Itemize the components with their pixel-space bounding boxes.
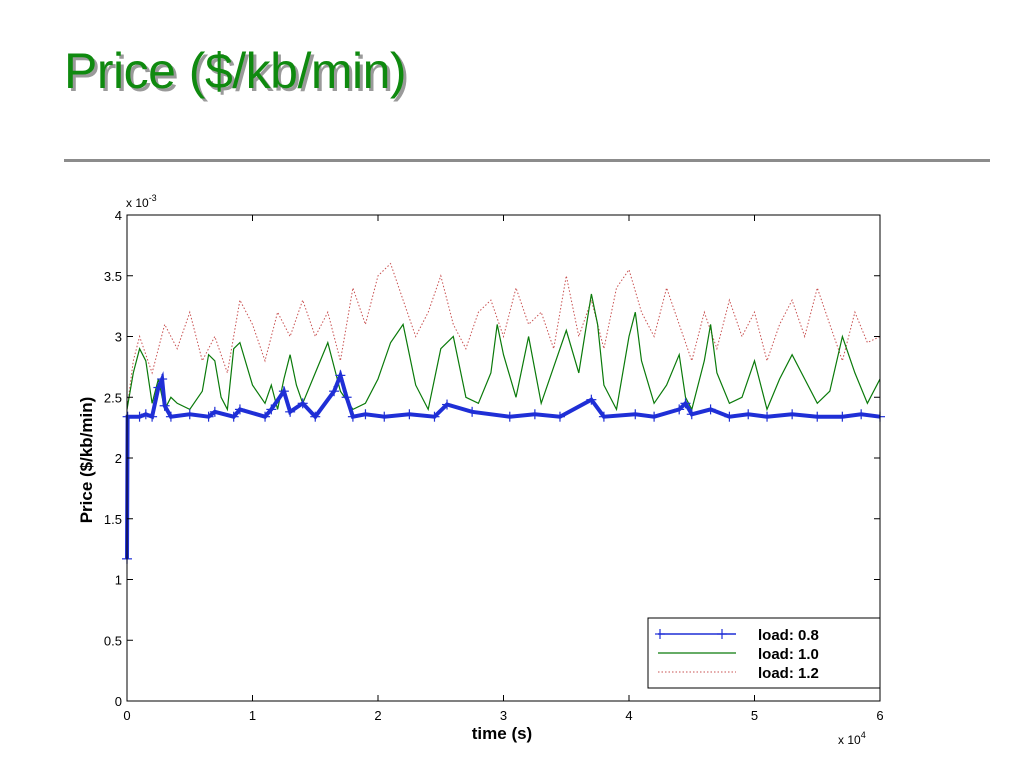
- load-08-marker: [649, 411, 660, 422]
- load-08-marker: [812, 411, 823, 422]
- x-tick-label: 2: [374, 708, 381, 723]
- y-exponent-base: x 10: [126, 196, 149, 210]
- legend-label-load-08: load: 0.8: [758, 627, 819, 644]
- load-08-marker: [347, 411, 358, 422]
- load-08-marker: [837, 411, 848, 422]
- load-08-marker: [209, 406, 220, 417]
- legend: load: 0.8 load: 1.0 load: 1.2: [647, 617, 881, 689]
- load-08-marker: [341, 392, 352, 403]
- load-08-marker: [266, 404, 277, 415]
- svg-text:x 10-3: x 10-3: [126, 193, 157, 210]
- load-08-marker: [335, 370, 346, 381]
- load-08-marker: [529, 409, 540, 420]
- load-08-marker: [157, 374, 168, 385]
- y-tick-label: 4: [115, 208, 122, 223]
- load-08-marker: [285, 406, 296, 417]
- load-08-marker: [787, 409, 798, 420]
- load-08-marker: [122, 411, 133, 422]
- x-exponent: x 104: [838, 730, 866, 747]
- load-08-marker: [856, 409, 867, 420]
- series-load-12-line: [126, 262, 881, 410]
- load-08-marker: [140, 409, 151, 420]
- load-08-marker: [630, 409, 641, 420]
- y-tick-label: 2.5: [104, 390, 122, 405]
- y-tick-label: 3: [115, 330, 122, 345]
- load-08-marker: [429, 411, 440, 422]
- legend-label-load-10: load: 1.0: [758, 646, 819, 663]
- load-08-marker: [680, 398, 691, 409]
- y-axis-label: Price ($/kb/min): [77, 397, 96, 524]
- load-08-marker: [228, 411, 239, 422]
- load-08-marker: [705, 404, 716, 415]
- load-08-marker: [554, 411, 565, 422]
- x-tick-label: 6: [876, 708, 883, 723]
- y-exponent: x 10-3: [126, 193, 157, 210]
- x-exponent-base: x 10: [838, 733, 861, 747]
- load-08-marker: [260, 411, 271, 422]
- load-08-marker: [184, 409, 195, 420]
- load-08-marker: [442, 399, 453, 410]
- load-08-marker: [310, 411, 321, 422]
- x-tick-label: 5: [751, 708, 758, 723]
- load-08-marker: [686, 409, 697, 420]
- y-tick-label: 0: [115, 694, 122, 709]
- series-load-10-line: [126, 293, 881, 412]
- x-axis-label: time (s): [472, 724, 532, 743]
- load-08-marker: [360, 409, 371, 420]
- series-load-08-line: [125, 369, 881, 559]
- legend-label-load-12: load: 1.2: [758, 665, 819, 682]
- load-08-marker: [203, 411, 214, 422]
- svg-text:x 104: x 104: [838, 730, 866, 747]
- y-tick-label: 1.5: [104, 512, 122, 527]
- load-08-marker: [329, 386, 340, 397]
- y-tick-label: 0.5: [104, 633, 122, 648]
- x-tick-label: 3: [500, 708, 507, 723]
- load-08-marker: [278, 386, 289, 397]
- load-08-marker: [504, 411, 515, 422]
- load-08-marker: [762, 411, 773, 422]
- x-tick-label: 4: [625, 708, 632, 723]
- load-08-marker: [586, 394, 597, 405]
- load-08-marker: [147, 411, 158, 422]
- load-08-marker: [598, 411, 609, 422]
- load-08-marker: [165, 411, 176, 422]
- load-08-marker: [234, 404, 245, 415]
- load-08-marker: [134, 411, 145, 422]
- load-08-marker: [404, 409, 415, 420]
- x-exponent-power: 4: [861, 730, 866, 740]
- load-08-marker: [724, 411, 735, 422]
- load-08-marker: [379, 411, 390, 422]
- load-08-marker: [743, 409, 754, 420]
- y-tick-label: 3.5: [104, 269, 122, 284]
- load-08-marker: [674, 404, 685, 415]
- x-tick-label: 1: [249, 708, 256, 723]
- series-layer: [122, 262, 885, 564]
- x-tick-label: 0: [123, 708, 130, 723]
- load-08-marker: [153, 382, 164, 393]
- load-08-marker: [467, 406, 478, 417]
- slide-title: Price ($/kb/min): [64, 43, 407, 99]
- y-exponent-power: -3: [149, 193, 157, 203]
- title-divider: [64, 159, 990, 162]
- y-tick-label: 2: [115, 451, 122, 466]
- load-08-marker: [159, 400, 170, 411]
- load-08-marker: [297, 398, 308, 409]
- y-tick-label: 1: [115, 573, 122, 588]
